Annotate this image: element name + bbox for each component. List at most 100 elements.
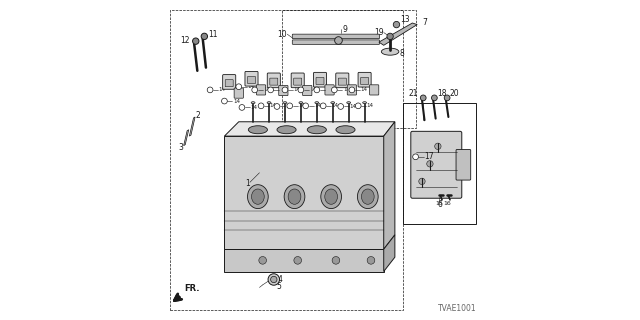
FancyBboxPatch shape xyxy=(234,88,243,98)
Text: 14: 14 xyxy=(332,103,339,108)
Ellipse shape xyxy=(381,48,399,55)
Text: 14: 14 xyxy=(360,87,367,92)
Ellipse shape xyxy=(307,126,326,134)
FancyBboxPatch shape xyxy=(248,76,255,84)
Circle shape xyxy=(387,33,394,40)
Circle shape xyxy=(207,87,213,93)
Ellipse shape xyxy=(331,102,335,104)
FancyBboxPatch shape xyxy=(270,78,278,85)
Circle shape xyxy=(287,103,292,109)
Text: 14: 14 xyxy=(279,87,286,92)
Text: 14: 14 xyxy=(294,87,301,92)
Circle shape xyxy=(338,104,344,109)
Circle shape xyxy=(435,143,441,149)
Text: 19: 19 xyxy=(374,28,384,37)
Text: 18: 18 xyxy=(437,89,447,98)
Text: 14: 14 xyxy=(233,99,240,104)
Circle shape xyxy=(201,33,207,40)
Circle shape xyxy=(413,154,419,160)
Polygon shape xyxy=(384,122,395,249)
Text: 10: 10 xyxy=(277,30,287,39)
Text: 14: 14 xyxy=(263,87,270,92)
Text: 21: 21 xyxy=(408,89,418,98)
Circle shape xyxy=(394,21,399,28)
Circle shape xyxy=(420,95,426,101)
Text: 14: 14 xyxy=(269,103,276,108)
FancyBboxPatch shape xyxy=(294,78,301,85)
Circle shape xyxy=(303,103,308,109)
Circle shape xyxy=(258,103,264,109)
Text: 6: 6 xyxy=(437,200,442,209)
Text: 1: 1 xyxy=(245,180,250,188)
FancyBboxPatch shape xyxy=(223,75,236,89)
Circle shape xyxy=(419,178,425,185)
Text: 14: 14 xyxy=(298,103,305,108)
Polygon shape xyxy=(184,130,189,146)
Text: 15: 15 xyxy=(436,201,444,205)
Circle shape xyxy=(335,37,342,44)
FancyBboxPatch shape xyxy=(358,72,371,87)
Text: 7: 7 xyxy=(422,19,427,28)
Circle shape xyxy=(294,257,301,264)
Circle shape xyxy=(274,104,280,109)
FancyBboxPatch shape xyxy=(279,85,288,96)
Ellipse shape xyxy=(347,102,351,104)
Ellipse shape xyxy=(248,126,268,134)
Circle shape xyxy=(193,38,199,44)
Ellipse shape xyxy=(248,185,268,209)
FancyBboxPatch shape xyxy=(325,85,334,95)
Circle shape xyxy=(332,257,340,264)
Text: 14: 14 xyxy=(310,87,317,92)
Circle shape xyxy=(349,87,355,93)
Ellipse shape xyxy=(363,102,367,104)
Polygon shape xyxy=(225,122,395,136)
FancyBboxPatch shape xyxy=(268,73,280,88)
Circle shape xyxy=(320,103,326,109)
FancyBboxPatch shape xyxy=(303,85,312,96)
FancyBboxPatch shape xyxy=(339,78,346,85)
Text: 8: 8 xyxy=(399,49,404,58)
Polygon shape xyxy=(189,117,195,136)
Circle shape xyxy=(252,87,257,93)
Circle shape xyxy=(268,87,273,93)
FancyBboxPatch shape xyxy=(292,34,380,39)
Ellipse shape xyxy=(284,185,305,209)
Circle shape xyxy=(427,161,433,167)
Ellipse shape xyxy=(277,126,296,134)
Text: 5: 5 xyxy=(276,282,281,291)
Bar xyxy=(403,103,476,224)
Text: 14: 14 xyxy=(314,103,321,108)
Text: TVAE1001: TVAE1001 xyxy=(438,304,476,313)
FancyBboxPatch shape xyxy=(225,80,233,87)
Text: FR.: FR. xyxy=(184,284,200,293)
Bar xyxy=(170,10,403,310)
Circle shape xyxy=(259,257,266,264)
Ellipse shape xyxy=(283,102,287,104)
Text: 2: 2 xyxy=(196,111,200,120)
Polygon shape xyxy=(379,23,417,45)
Polygon shape xyxy=(225,249,384,271)
Circle shape xyxy=(332,87,337,93)
Circle shape xyxy=(367,257,375,264)
Text: 14: 14 xyxy=(343,87,350,92)
Text: 12: 12 xyxy=(180,36,189,45)
Ellipse shape xyxy=(315,102,319,104)
Text: 4: 4 xyxy=(278,275,283,284)
Polygon shape xyxy=(384,235,395,271)
Circle shape xyxy=(444,95,450,101)
FancyBboxPatch shape xyxy=(360,77,369,84)
Text: 14: 14 xyxy=(325,87,332,92)
Circle shape xyxy=(314,87,320,93)
Ellipse shape xyxy=(321,185,342,209)
Text: 14: 14 xyxy=(285,104,292,109)
Polygon shape xyxy=(225,136,384,249)
Ellipse shape xyxy=(336,126,355,134)
FancyBboxPatch shape xyxy=(245,71,258,86)
Text: 9: 9 xyxy=(343,25,348,34)
Ellipse shape xyxy=(288,189,301,204)
Circle shape xyxy=(221,98,227,104)
Circle shape xyxy=(271,276,277,283)
Ellipse shape xyxy=(251,102,255,104)
Ellipse shape xyxy=(299,102,303,104)
Circle shape xyxy=(282,87,288,93)
